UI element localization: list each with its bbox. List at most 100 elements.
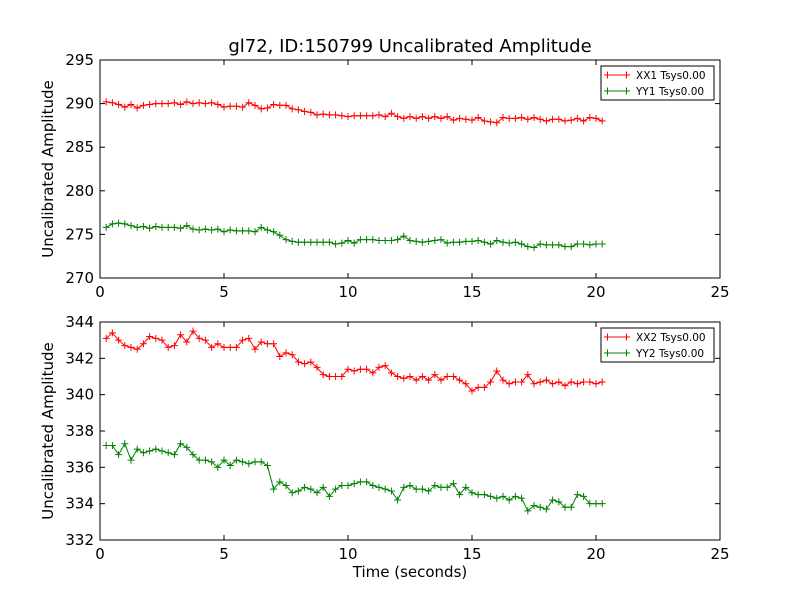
data-point: [487, 118, 495, 126]
data-point: [121, 103, 129, 111]
data-point: [561, 503, 569, 511]
data-point: [487, 492, 495, 500]
data-point: [555, 378, 563, 386]
data-point: [239, 103, 247, 111]
data-point: [505, 380, 513, 388]
data-point: [369, 482, 377, 489]
data-point: [412, 485, 420, 493]
data-point: [344, 482, 352, 489]
data-point: [226, 462, 234, 470]
data-point: [468, 387, 476, 395]
y-tick-label: 342: [65, 349, 94, 367]
data-point: [115, 451, 123, 459]
data-point: [363, 478, 371, 486]
data-point: [189, 451, 197, 459]
data-point: [456, 376, 464, 384]
data-point: [555, 115, 563, 123]
data-point: [561, 382, 569, 390]
data-point: [183, 338, 191, 346]
data-point: [121, 342, 129, 350]
data-point: [363, 236, 371, 244]
data-point: [468, 237, 476, 245]
data-point: [251, 458, 259, 466]
subplot-1: 0 5 10 15 20 25 270 275 280 285 290 295 Uncalibrated…: [39, 51, 730, 301]
data-point: [294, 106, 302, 114]
data-point: [549, 380, 557, 388]
data-point: [214, 340, 222, 348]
data-point: [431, 113, 439, 121]
data-point: [363, 112, 371, 120]
data-point: [332, 240, 340, 248]
data-point: [319, 110, 327, 118]
data-point: [133, 104, 141, 112]
data-point: [356, 236, 364, 244]
data-point: [139, 449, 147, 457]
data-point: [375, 111, 383, 119]
data-point: [319, 483, 327, 491]
data-point: [369, 369, 377, 377]
data-point: [449, 238, 457, 246]
data-point: [449, 480, 457, 488]
data-point: [301, 107, 309, 115]
y-tick-label: 334: [65, 495, 94, 513]
data-point: [332, 485, 340, 493]
data-point: [456, 491, 464, 499]
data-point: [443, 113, 451, 121]
data-point: [406, 113, 414, 121]
data-point: [195, 226, 203, 234]
data-point: [487, 240, 495, 248]
data-point: [400, 374, 408, 382]
data-point: [542, 117, 550, 125]
data-point: [356, 365, 364, 373]
y-tick-label: 295: [65, 51, 94, 69]
legend-marker: [604, 71, 630, 79]
data-point: [474, 491, 482, 499]
data-point: [350, 367, 358, 375]
data-point: [437, 114, 445, 122]
data-point: [301, 238, 309, 246]
data-point: [208, 226, 216, 234]
data-point: [418, 373, 426, 380]
data-point: [375, 237, 383, 245]
data-point: [493, 367, 501, 375]
data-point: [220, 456, 228, 464]
data-point: [536, 503, 544, 511]
y-tick-label: 332: [65, 531, 94, 549]
data-point: [332, 373, 340, 380]
data-point: [158, 447, 166, 455]
data-point: [573, 114, 581, 122]
data-point: [164, 223, 172, 231]
data-point: [518, 494, 526, 502]
data-point: [350, 239, 358, 247]
data-point: [431, 482, 439, 489]
data-point: [307, 238, 315, 246]
series-2: [102, 440, 606, 515]
data-point: [586, 241, 594, 249]
x-tick-label: 15: [462, 545, 481, 563]
data-point: [505, 496, 513, 504]
data-point: [115, 336, 123, 344]
data-point: [276, 353, 284, 361]
data-point: [567, 503, 575, 511]
data-point: [288, 237, 296, 245]
data-point: [573, 240, 581, 248]
data-point: [524, 243, 532, 251]
data-point: [170, 451, 178, 459]
data-point: [511, 378, 519, 386]
data-point: [102, 98, 110, 106]
data-point: [251, 101, 259, 109]
data-point: [208, 99, 216, 107]
data-point: [400, 114, 408, 122]
data-point: [493, 237, 501, 245]
x-tick-label: 10: [338, 283, 357, 301]
legend-box: [600, 65, 715, 101]
data-point: [226, 343, 234, 351]
data-point: [146, 333, 154, 341]
data-point: [350, 480, 358, 488]
data-point: [480, 238, 488, 246]
data-point: [164, 100, 172, 108]
data-point: [282, 101, 290, 109]
data-point: [133, 445, 141, 453]
data-point: [511, 114, 519, 122]
data-point: [239, 227, 247, 235]
